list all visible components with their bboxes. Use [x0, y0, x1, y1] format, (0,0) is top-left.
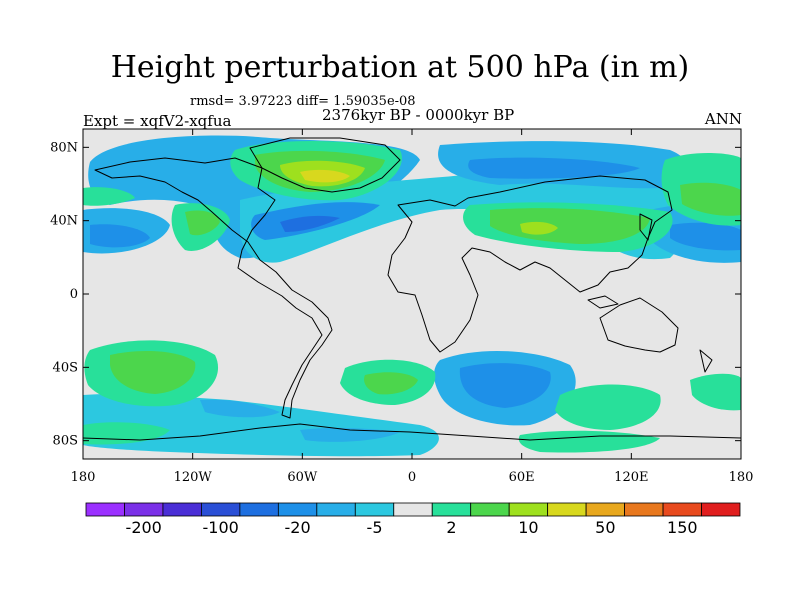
latitude-axis: 80N 40N 0 40S 80S	[50, 140, 741, 449]
lat-tick-label: 40N	[50, 214, 78, 229]
colorbar-swatch	[508, 502, 549, 517]
colorbar-label: 10	[518, 518, 538, 537]
lon-tick-label: 0	[408, 470, 416, 485]
map-plot-area	[83, 129, 741, 459]
colorbar-swatch	[662, 502, 702, 517]
colorbar-label: -200	[126, 518, 162, 537]
colorbar-label: -5	[367, 518, 383, 537]
positive-anomaly-regions	[83, 141, 741, 453]
lon-tick-label: 60W	[287, 470, 318, 485]
colorbar-swatch	[277, 502, 318, 517]
lat-tick-label: 0	[70, 287, 78, 302]
colorbar-swatch	[162, 502, 202, 517]
longitude-axis: 180 120W 60W 0 60E 120E 180	[71, 129, 754, 485]
colorbar-label: -100	[202, 518, 238, 537]
lon-tick-label: 120E	[614, 470, 648, 485]
colorbar-swatch	[239, 502, 279, 517]
colorbar-label: 50	[595, 518, 615, 537]
season-label: ANN	[704, 110, 742, 128]
colorbar-swatch	[624, 502, 664, 517]
colorbar-swatch	[470, 502, 510, 517]
lon-tick-label: 120W	[174, 470, 213, 485]
colorbar-swatch	[701, 502, 741, 517]
lat-tick-label: 40S	[53, 360, 78, 375]
lon-tick-label: 180	[71, 470, 96, 485]
experiment-label: Expt = xqfV2-xqfua	[83, 112, 232, 130]
lon-tick-label: 180	[729, 470, 754, 485]
lat-tick-label: 80N	[50, 140, 78, 155]
lat-tick-label: 80S	[53, 434, 78, 449]
colorbar-swatch	[431, 502, 472, 517]
colorbar-swatch	[316, 502, 356, 517]
colorbar-swatch	[547, 502, 587, 517]
colorbar-swatch	[585, 502, 625, 517]
colorbar-swatch	[393, 502, 433, 517]
time-period-label: 2376kyr BP - 0000kyr BP	[322, 106, 515, 124]
colorbar-swatch	[201, 502, 241, 517]
colorbar-label: -20	[285, 518, 311, 537]
lon-tick-label: 60E	[509, 470, 535, 485]
colorbar-swatch	[85, 502, 125, 517]
colorbar-swatch	[124, 502, 164, 517]
colorbar-labels: -200 -100 -20 -5 2 10 50 150	[126, 518, 698, 537]
coastlines	[83, 137, 741, 441]
colorbar-label: 150	[667, 518, 698, 537]
colorbar-swatch	[354, 502, 395, 517]
colorbar	[85, 502, 741, 517]
map-title: Height perturbation at 500 hPa (in m)	[110, 50, 690, 85]
colorbar-label: 2	[446, 518, 456, 537]
rmsd-diff-stats: rmsd= 3.97223 diff= 1.59035e-08	[190, 94, 416, 109]
